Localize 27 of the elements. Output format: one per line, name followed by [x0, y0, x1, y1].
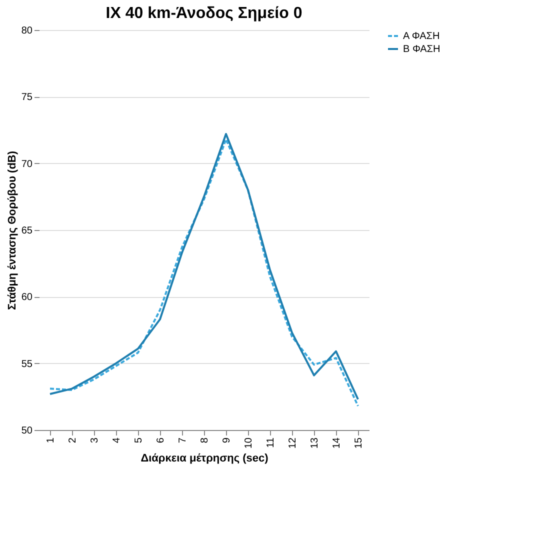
y-tick-label: 55 — [21, 358, 33, 370]
legend-label: Β ΦΑΣΗ — [403, 44, 440, 55]
x-tick-label: 4 — [112, 437, 122, 444]
y-tick-label: 65 — [21, 226, 33, 236]
x-tick-label: 7 — [178, 437, 188, 444]
x-tick-label: 12 — [288, 437, 298, 449]
x-tick-label: 14 — [332, 437, 342, 449]
x-tick-label: 11 — [266, 437, 276, 448]
x-tick-label: 6 — [156, 437, 166, 444]
x-tick-label: 15 — [354, 437, 364, 449]
y-tick-label: 75 — [21, 92, 33, 104]
x-axis-title: Διάρκεια μέτρησης (sec) — [140, 452, 269, 465]
y-tick-label: 50 — [21, 426, 33, 436]
x-tick-label: 3 — [90, 437, 100, 444]
chart-title: IX 40 km-Άνοδος Σημείο 0 — [106, 5, 302, 22]
x-tick-label: 9 — [222, 437, 232, 444]
y-tick-label: 70 — [21, 158, 33, 170]
x-tick-label: 10 — [244, 437, 254, 449]
y-axis-title: Στάθμη έντασης Θορύβου (dB) — [6, 150, 18, 310]
x-tick-label: 13 — [310, 437, 320, 449]
x-tick-label: 5 — [134, 437, 144, 444]
y-tick-label: 60 — [21, 292, 33, 304]
y-tick-label: 80 — [21, 26, 33, 36]
x-tick-label: 1 — [46, 437, 56, 444]
legend-label: Α ΦΑΣΗ — [403, 31, 440, 42]
x-tick-label: 2 — [68, 437, 78, 444]
x-tick-label: 8 — [200, 437, 210, 444]
